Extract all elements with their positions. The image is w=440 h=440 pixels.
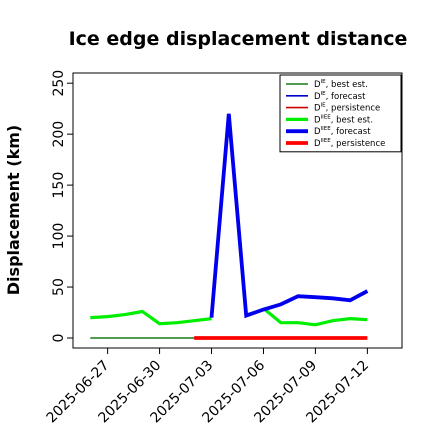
series-line (90, 309, 212, 326)
legend-entry: DIE, persistence (314, 103, 380, 114)
legend-box (279, 74, 402, 153)
y-tick-label: 250 (51, 70, 67, 97)
y-tick-label: 100 (51, 223, 67, 250)
plot-frame (72, 72, 403, 349)
series-line (262, 307, 368, 327)
legend-entry: DIIEE, persistence (314, 138, 385, 149)
series-line (209, 113, 369, 319)
y-tick-label: 200 (51, 121, 67, 148)
y-tick-label: 50 (51, 278, 67, 296)
legend-entry: DIIEE, forecast (314, 126, 371, 137)
y-tick-label: 150 (51, 172, 67, 199)
y-tick-label: 0 (51, 334, 67, 343)
chart-title: Ice edge displacement distance (69, 28, 408, 50)
legend-entry: DIE, forecast (314, 91, 366, 102)
legend-entry: DIIEE, best est. (314, 114, 373, 125)
legend-entry: DIE, best est. (314, 79, 368, 90)
y-axis-label: Displacement (km) (4, 125, 23, 295)
